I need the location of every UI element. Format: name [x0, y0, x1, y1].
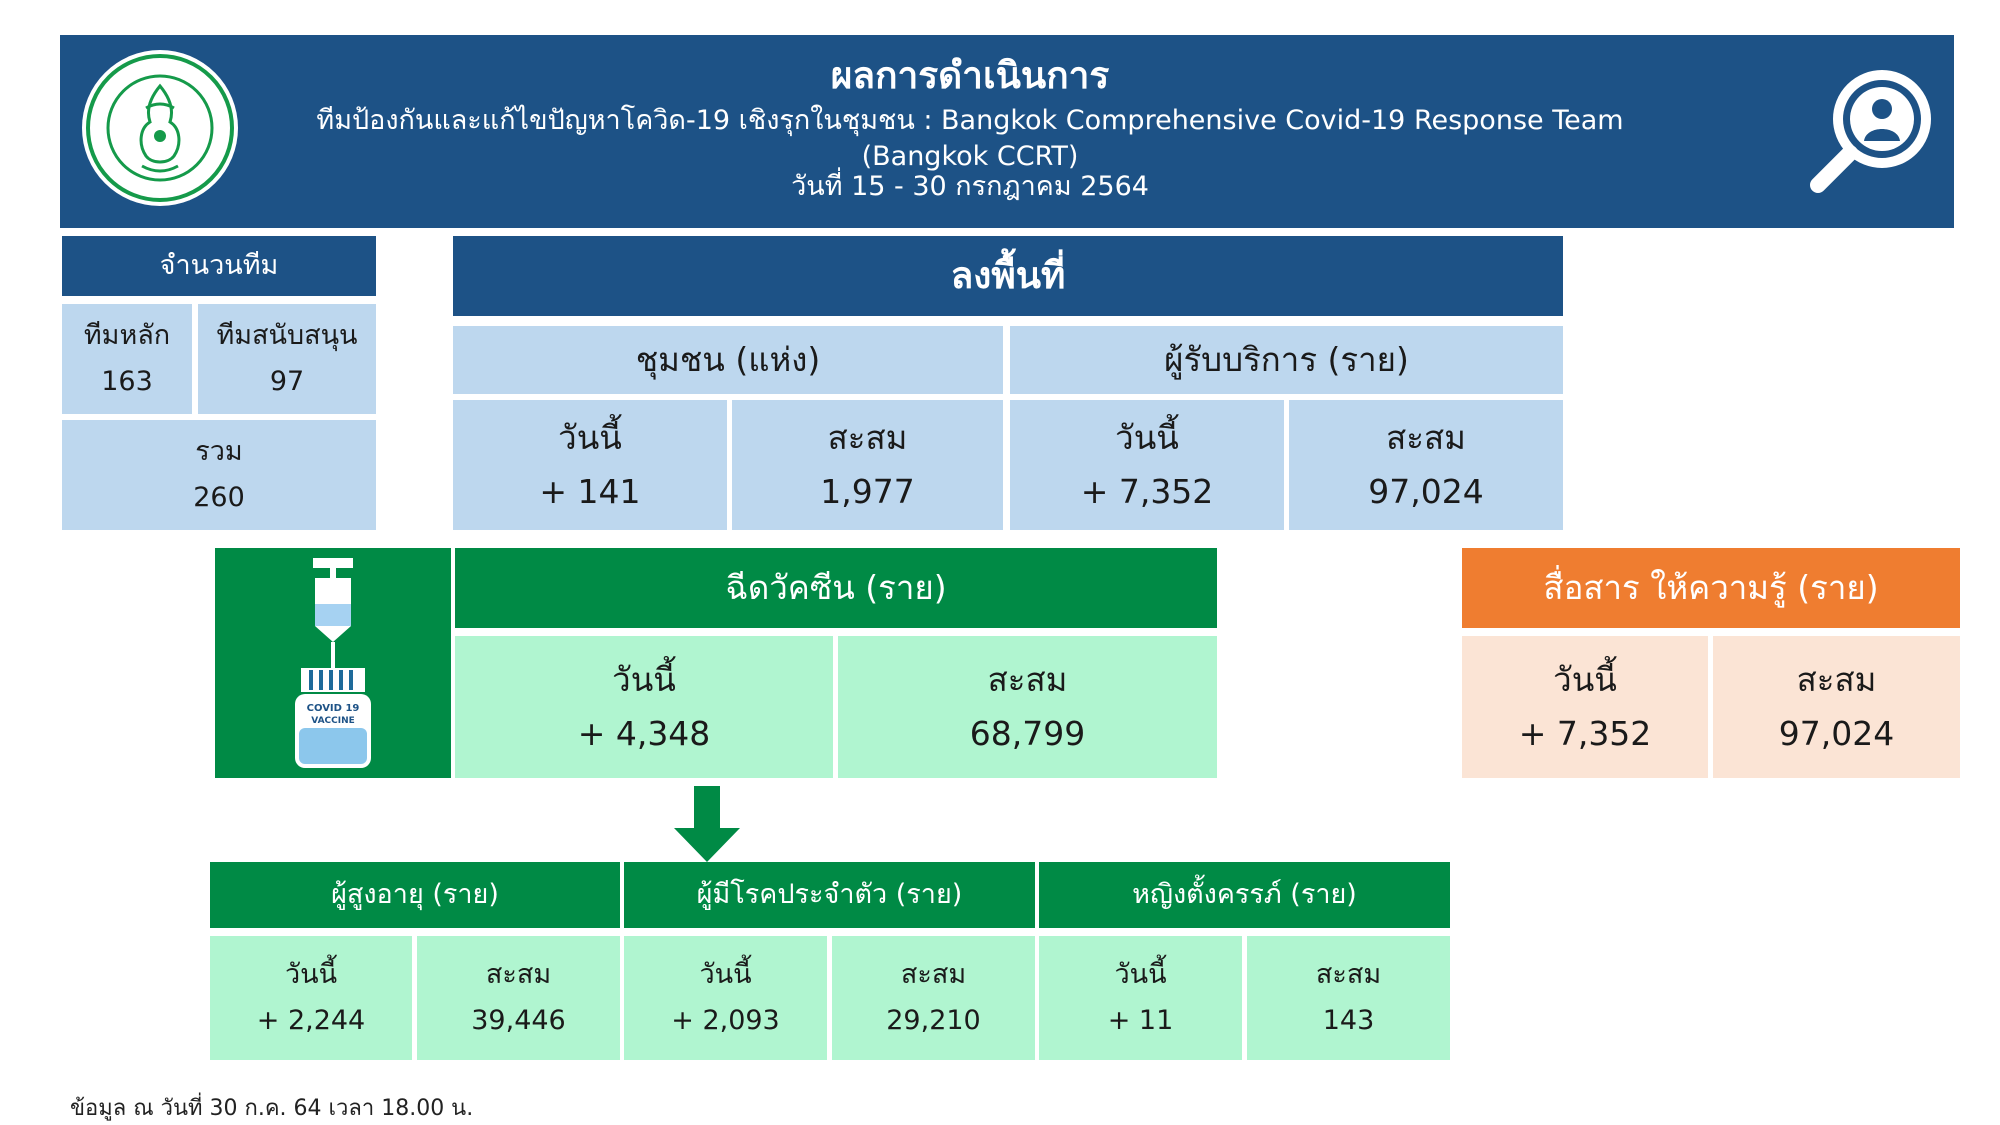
communication-today-value: + 7,352: [1518, 714, 1652, 753]
vaccine-vial-icon: COVID 19 VACCINE: [273, 556, 393, 770]
pregnant-cumulative-label: สะสม: [1315, 958, 1382, 990]
vial-label-line2: VACCINE: [311, 716, 355, 726]
field-recipients-title: ผู้รับบริการ (ราย): [1010, 326, 1563, 394]
teams-main-label: ทีมหลัก: [83, 319, 171, 351]
pregnant-today: วันนี้ + 11: [1039, 936, 1242, 1060]
elderly-today-label: วันนี้: [284, 958, 338, 990]
field-recipients-today: วันนี้ + 7,352: [1010, 400, 1284, 530]
field-title: ลงพื้นที่: [453, 236, 1563, 316]
pregnant-cumulative-value: 143: [1322, 1005, 1375, 1036]
vaccine-today-value: + 4,348: [577, 714, 711, 753]
communication-cumulative-label: สะสม: [1796, 660, 1877, 700]
field-recipients-cumulative-label: สะสม: [1386, 418, 1466, 458]
field-recipients-cumulative-value: 97,024: [1368, 472, 1484, 511]
field-recipients-today-value: + 7,352: [1080, 472, 1214, 511]
teams-support-cell: ทีมสนับสนุน 97: [198, 304, 376, 414]
down-arrow-icon: [674, 786, 740, 862]
pregnant-today-value: + 11: [1107, 1005, 1174, 1036]
communication-today-label: วันนี้: [1553, 660, 1617, 700]
vaccine-today-label: วันนี้: [612, 660, 676, 700]
field-community-today: วันนี้ + 141: [453, 400, 727, 530]
field-community-cumulative-label: สะสม: [827, 418, 908, 458]
communication-cumulative-value: 97,024: [1778, 714, 1895, 753]
chronic-today: วันนี้ + 2,093: [624, 936, 827, 1060]
vaccine-cumulative: สะสม 68,799: [838, 636, 1217, 778]
elderly-title: ผู้สูงอายุ (ราย): [210, 862, 620, 928]
header-date-range: วันที่ 15 - 30 กรกฎาคม 2564: [791, 170, 1149, 202]
vaccine-title: ฉีดวัคซีน (ราย): [455, 548, 1217, 628]
vaccine-today: วันนี้ + 4,348: [455, 636, 833, 778]
field-community-today-value: + 141: [539, 472, 641, 511]
elderly-today: วันนี้ + 2,244: [210, 936, 412, 1060]
vaccine-cumulative-label: สะสม: [987, 660, 1068, 700]
field-community-title: ชุมชน (แห่ง): [453, 326, 1003, 394]
vaccine-cumulative-value: 68,799: [969, 714, 1086, 753]
field-community-today-label: วันนี้: [558, 418, 622, 458]
teams-title: จำนวนทีม: [62, 236, 376, 296]
bangkok-seal-icon: [80, 48, 240, 208]
chronic-cumulative-value: 29,210: [886, 1005, 981, 1036]
header-banner: ผลการดำเนินการ ทีมป้องกันและแก้ไขปัญหาโค…: [60, 35, 1954, 228]
teams-main-value: 163: [101, 366, 153, 397]
vial-label-line1: COVID 19: [307, 703, 360, 714]
footnote: ข้อมูล ณ วันที่ 30 ก.ค. 64 เวลา 18.00 น.: [70, 1096, 474, 1121]
header-subtitle: ทีมป้องกันและแก้ไขปัญหาโควิด-19 เชิงรุกใ…: [316, 105, 1624, 172]
elderly-cumulative-value: 39,446: [471, 1005, 566, 1036]
teams-total-cell: รวม 260: [62, 420, 376, 530]
pregnant-title: หญิงตั้งครรภ์ (ราย): [1039, 862, 1450, 928]
elderly-cumulative: สะสม 39,446: [417, 936, 620, 1060]
field-community-cumulative: สะสม 1,977: [732, 400, 1003, 530]
header-title: ผลการดำเนินการ: [830, 53, 1110, 97]
chronic-today-label: วันนี้: [699, 958, 752, 990]
teams-support-value: 97: [269, 366, 305, 397]
person-search-icon: [1800, 63, 1940, 203]
communication-title: สื่อสาร ให้ความรู้ (ราย): [1462, 548, 1960, 628]
field-community-cumulative-value: 1,977: [820, 472, 915, 511]
chronic-cumulative-label: สะสม: [900, 958, 967, 990]
pregnant-cumulative: สะสม 143: [1247, 936, 1450, 1060]
chronic-cumulative: สะสม 29,210: [832, 936, 1035, 1060]
elderly-cumulative-label: สะสม: [485, 958, 552, 990]
chronic-today-value: + 2,093: [671, 1005, 780, 1036]
communication-today: วันนี้ + 7,352: [1462, 636, 1708, 778]
chronic-title: ผู้มีโรคประจำตัว (ราย): [624, 862, 1035, 928]
elderly-today-value: + 2,244: [256, 1005, 366, 1036]
vaccine-icon-panel: COVID 19 VACCINE: [215, 548, 451, 778]
teams-total-value: 260: [193, 482, 245, 513]
teams-main-cell: ทีมหลัก 163: [62, 304, 192, 414]
teams-support-label: ทีมสนับสนุน: [216, 319, 358, 351]
teams-total-label: รวม: [195, 435, 243, 467]
field-recipients-cumulative: สะสม 97,024: [1289, 400, 1563, 530]
communication-cumulative: สะสม 97,024: [1713, 636, 1960, 778]
field-recipients-today-label: วันนี้: [1115, 418, 1179, 458]
pregnant-today-label: วันนี้: [1114, 958, 1167, 990]
